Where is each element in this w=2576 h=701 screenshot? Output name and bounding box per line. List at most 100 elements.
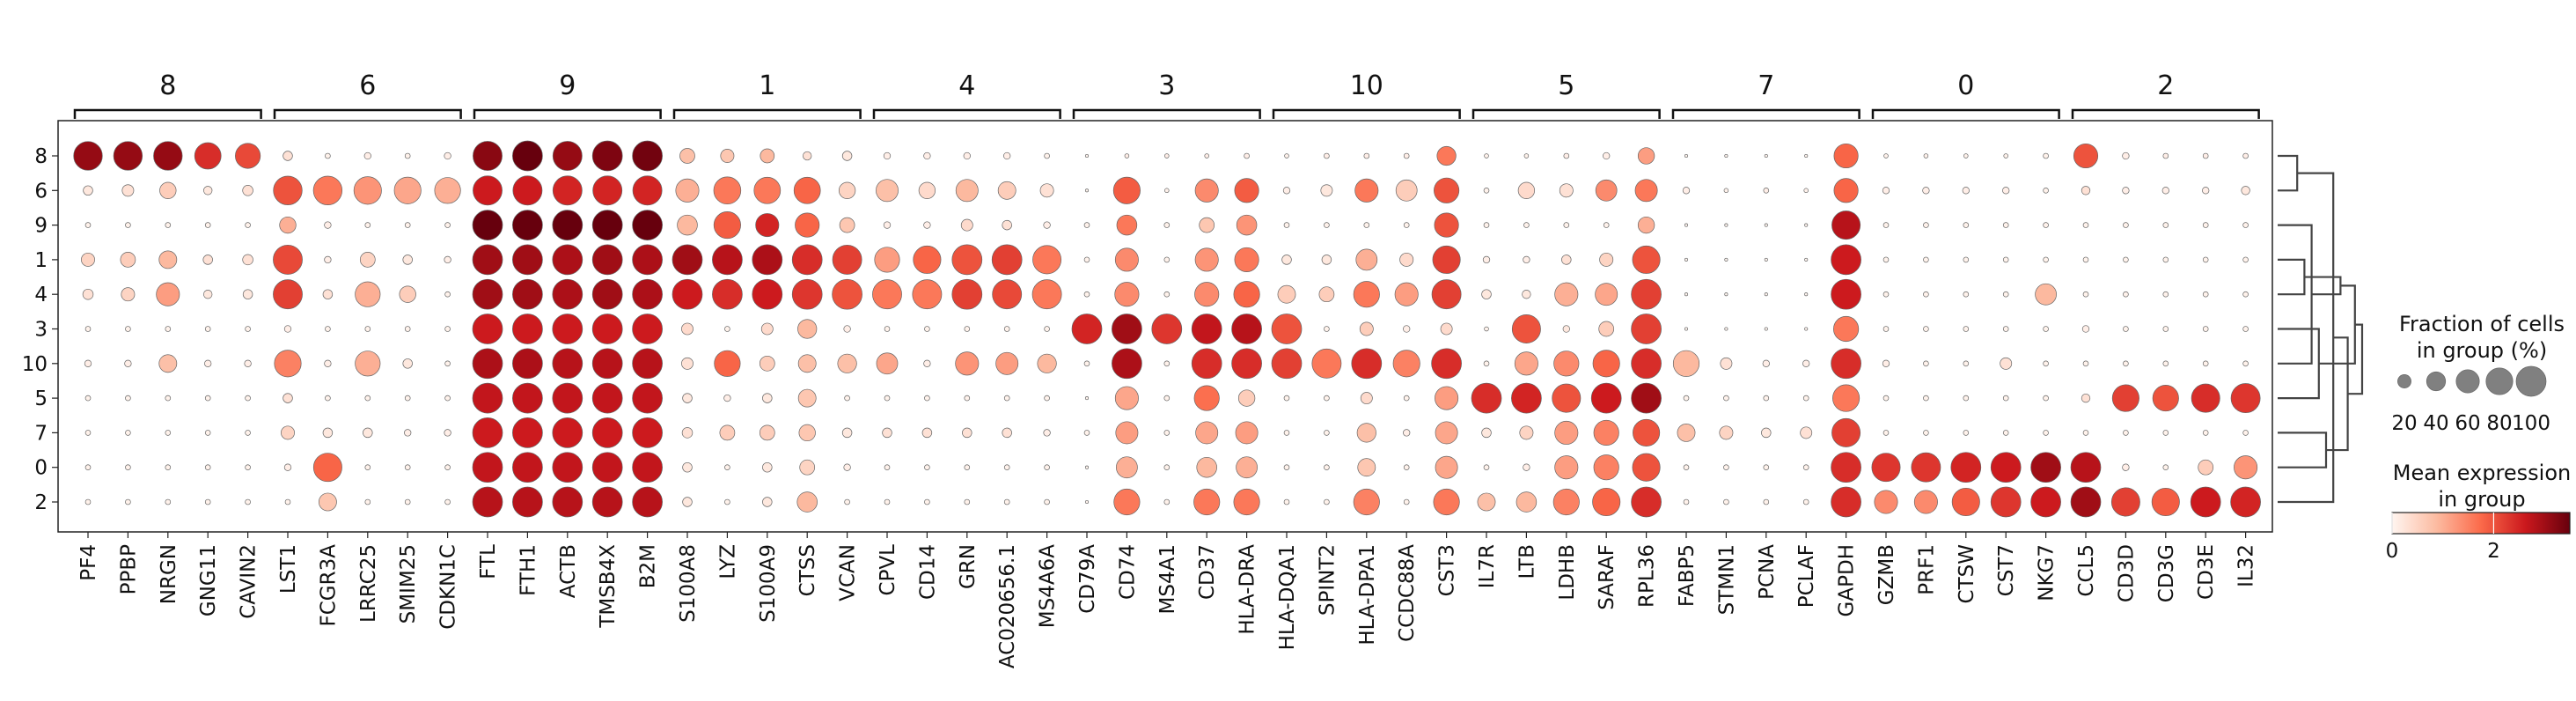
dot bbox=[1833, 178, 1859, 203]
size-legend-title: in group (%) bbox=[2417, 338, 2547, 363]
dot bbox=[883, 151, 892, 160]
dot bbox=[245, 326, 251, 332]
dot bbox=[1950, 452, 1982, 483]
dot bbox=[402, 255, 413, 265]
dot bbox=[712, 244, 743, 276]
dot bbox=[444, 255, 451, 264]
dot bbox=[591, 140, 623, 172]
dot bbox=[363, 151, 371, 160]
dot bbox=[1281, 255, 1292, 265]
dot bbox=[1356, 423, 1376, 443]
dot bbox=[552, 175, 583, 206]
dot bbox=[793, 176, 821, 204]
dot bbox=[1199, 217, 1215, 233]
dot bbox=[752, 244, 783, 276]
dot bbox=[444, 429, 451, 437]
dot bbox=[281, 425, 295, 440]
dot bbox=[1403, 464, 1410, 470]
dot bbox=[1355, 248, 1378, 271]
dot bbox=[324, 221, 332, 229]
y-tick-label: 0 bbox=[34, 457, 48, 480]
dot bbox=[552, 141, 583, 171]
dot bbox=[755, 213, 780, 238]
group-bracket bbox=[1871, 108, 2060, 119]
dot bbox=[2123, 360, 2129, 367]
dot bbox=[552, 452, 583, 483]
x-tick-label: B2M bbox=[637, 544, 660, 588]
dot bbox=[1395, 179, 1418, 202]
dot bbox=[1523, 255, 1530, 264]
dot bbox=[2002, 187, 2010, 195]
dot bbox=[121, 287, 136, 302]
dot bbox=[512, 348, 543, 380]
dot bbox=[1032, 245, 1062, 275]
dot bbox=[1363, 152, 1370, 159]
dot bbox=[1923, 291, 1929, 298]
dot bbox=[1553, 350, 1580, 377]
x-tick-label: GNG11 bbox=[197, 544, 220, 616]
dot bbox=[723, 394, 731, 402]
dot bbox=[1083, 256, 1090, 263]
dot bbox=[125, 498, 131, 505]
dot bbox=[1392, 350, 1420, 378]
dot bbox=[1403, 429, 1411, 437]
dot bbox=[760, 322, 774, 336]
dot bbox=[963, 151, 971, 160]
dot bbox=[1832, 384, 1860, 412]
dot bbox=[1684, 292, 1689, 297]
dot bbox=[1031, 279, 1062, 310]
dendrogram bbox=[2278, 154, 2364, 504]
dot bbox=[843, 463, 851, 471]
dot bbox=[591, 278, 623, 310]
dot bbox=[1882, 187, 1890, 195]
dot bbox=[2081, 325, 2090, 333]
group-label: 8 bbox=[159, 70, 176, 101]
x-tick-label: IL32 bbox=[2235, 544, 2258, 587]
dot bbox=[202, 255, 213, 265]
dot bbox=[1284, 153, 1289, 159]
dot bbox=[355, 350, 381, 377]
dot bbox=[1043, 429, 1051, 437]
dot bbox=[552, 278, 583, 310]
dot bbox=[1599, 252, 1614, 267]
dot bbox=[1403, 222, 1410, 228]
dot bbox=[1923, 395, 1929, 402]
dot bbox=[1353, 281, 1380, 308]
group-label: 4 bbox=[958, 70, 975, 101]
x-tick-label: CST7 bbox=[1995, 544, 2018, 596]
dot bbox=[1084, 465, 1090, 469]
dot bbox=[158, 250, 178, 269]
x-tick-label: PF4 bbox=[77, 544, 100, 581]
dot bbox=[273, 279, 303, 310]
colorbar-tick-label: 2 bbox=[2487, 540, 2500, 563]
dot bbox=[552, 210, 583, 240]
dot bbox=[1324, 498, 1330, 505]
dot bbox=[1804, 223, 1809, 227]
dot bbox=[84, 359, 92, 367]
dot bbox=[125, 326, 131, 332]
dot bbox=[2162, 464, 2169, 470]
dot bbox=[552, 244, 583, 276]
dot bbox=[283, 325, 292, 333]
dot bbox=[472, 486, 503, 518]
dot bbox=[797, 388, 817, 408]
dot bbox=[364, 326, 371, 332]
color-legend-title: Mean expression bbox=[2393, 461, 2571, 485]
x-tick-label: CD3G bbox=[2155, 544, 2178, 602]
dot bbox=[1084, 396, 1090, 401]
dot bbox=[1163, 395, 1171, 402]
dot bbox=[1359, 321, 1374, 336]
dot bbox=[364, 464, 371, 470]
dot bbox=[1271, 348, 1303, 380]
dot bbox=[918, 181, 936, 199]
dot bbox=[682, 497, 693, 507]
dot bbox=[2123, 222, 2129, 228]
dot bbox=[1114, 247, 1139, 272]
dot bbox=[473, 175, 503, 206]
dot bbox=[1554, 420, 1579, 445]
group-label: 7 bbox=[1758, 70, 1774, 101]
dot bbox=[1882, 430, 1890, 436]
dot bbox=[1484, 326, 1489, 332]
dot bbox=[1720, 357, 1733, 370]
dot bbox=[512, 314, 543, 344]
